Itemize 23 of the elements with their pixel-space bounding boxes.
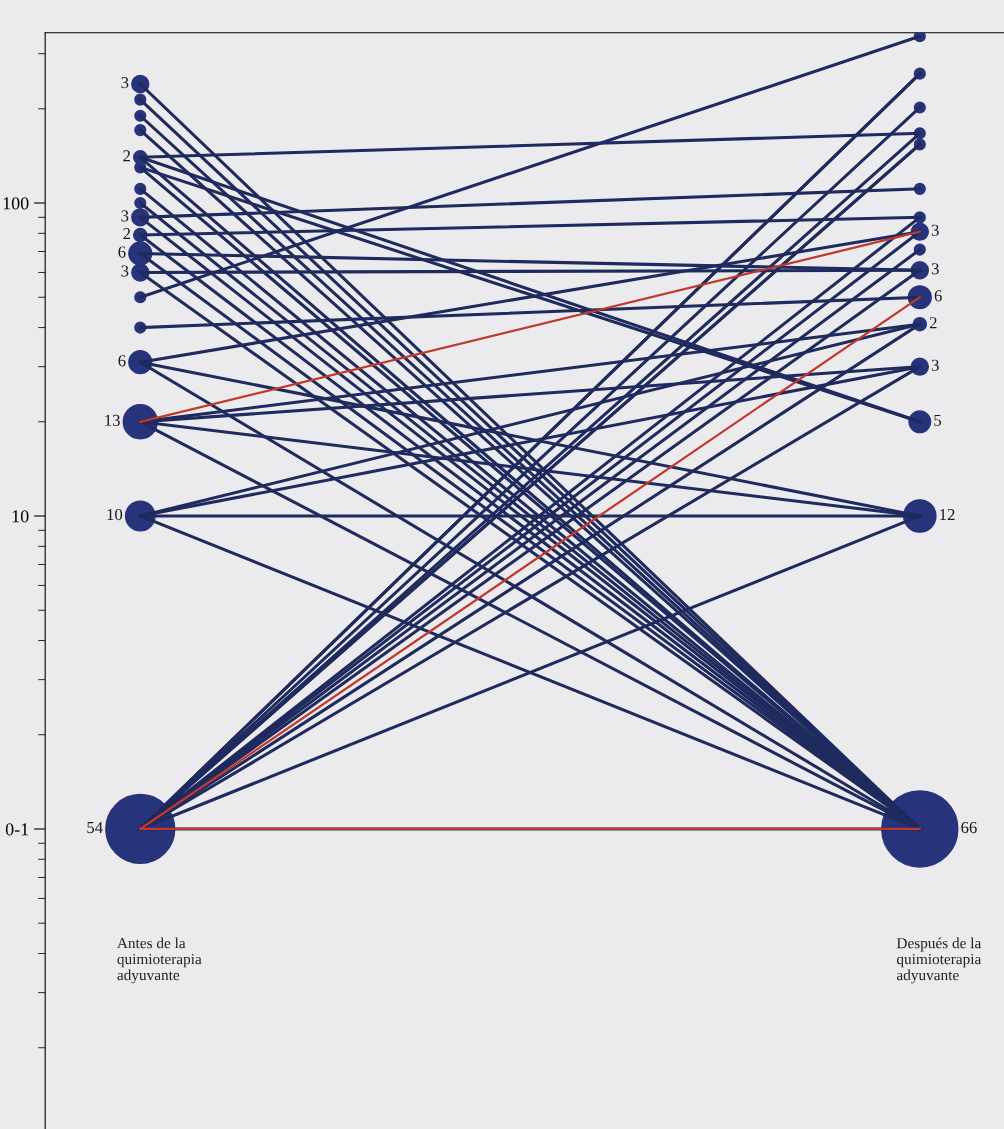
series-label: 6 — [934, 290, 942, 302]
series-label: 3 — [121, 210, 129, 222]
x-tick-label: Después de la quimioterapia adyuvante — [896, 937, 982, 984]
series-label: 3 — [931, 263, 939, 275]
x-tick-label: Antes de la quimioterapia adyuvante — [117, 937, 202, 984]
series-label: 2 — [123, 228, 130, 240]
series-label: 12 — [940, 508, 955, 521]
series-label: 10 — [107, 508, 123, 521]
series-label: 6 — [118, 355, 126, 367]
series-label: 2 — [929, 317, 937, 329]
series-label: 54 — [87, 822, 103, 834]
y-tick-label: 100 — [3, 197, 29, 210]
series-label: 3 — [931, 224, 939, 236]
series-label: 6 — [118, 246, 126, 258]
series-label: 3 — [121, 265, 129, 277]
series-label: 2 — [123, 150, 130, 162]
series-label: 13 — [105, 414, 120, 426]
series-label: 3 — [931, 359, 939, 371]
series-label: 3 — [121, 77, 129, 89]
series-label: 66 — [961, 821, 977, 834]
series-label: 5 — [934, 414, 942, 426]
y-tick-label: 10 — [12, 510, 29, 523]
y-tick-label: 0-1 — [5, 823, 29, 836]
